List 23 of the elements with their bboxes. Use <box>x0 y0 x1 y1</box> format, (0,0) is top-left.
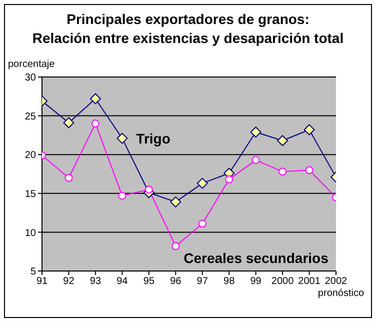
x-tick-label: 93 <box>90 276 102 288</box>
y-tick-label: 10 <box>24 228 36 239</box>
x-tick-label: 2000 <box>271 276 294 288</box>
chart-title: Principales exportadores de granos: Relación entre existencias y desaparición total <box>31 10 345 48</box>
y-tick-label: 5 <box>30 266 36 278</box>
y-tick-label: 15 <box>24 188 36 200</box>
text: pronóstico <box>316 288 366 299</box>
x-tick-label: 91 <box>36 276 48 288</box>
y-tick-label: 20 <box>24 150 36 162</box>
y-tick-label: 25 <box>24 111 36 122</box>
x-tick-label: 96 <box>170 276 182 288</box>
y-tick-label: 30 <box>24 72 36 84</box>
x-tick-label: 92 <box>63 276 75 288</box>
x-tick-label: 95 <box>143 276 155 288</box>
y-axis-title: porcentaje <box>8 59 55 70</box>
x-tick-label: 94 <box>116 276 128 288</box>
x-tick-label: 97 <box>196 276 208 288</box>
series-label: Trigo <box>136 130 170 146</box>
x-tick-label: 2001 <box>298 276 321 288</box>
x-tick-label: 2002 <box>324 276 348 288</box>
x-tick-label: 99 <box>250 276 262 288</box>
series-label: Cereales secundarios <box>184 250 329 266</box>
x-tick-label: 98 <box>224 276 236 288</box>
